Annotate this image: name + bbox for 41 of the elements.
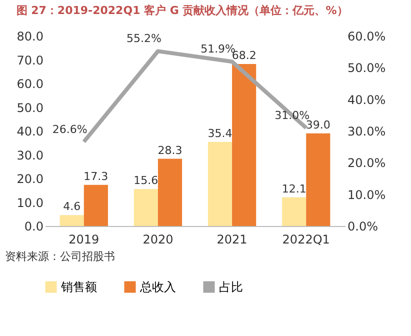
y-tick-label: 0.0 bbox=[24, 220, 44, 234]
data-label: 55.2% bbox=[126, 32, 162, 46]
y2-tick-label: 20.0% bbox=[348, 156, 386, 170]
y-tick-label: 40.0 bbox=[16, 124, 44, 138]
x-tick-label: 2020 bbox=[142, 232, 174, 246]
y-tick-label: 10.0 bbox=[16, 196, 44, 210]
bar bbox=[134, 188, 158, 226]
data-label: 12.1 bbox=[282, 182, 306, 196]
data-label: 15.6 bbox=[134, 174, 158, 187]
y-tick-label: 50.0 bbox=[16, 100, 44, 115]
y2-tick-label: 60.0% bbox=[348, 30, 386, 44]
x-tick-label: 2021 bbox=[216, 232, 248, 246]
bar bbox=[60, 215, 84, 226]
bar bbox=[208, 142, 232, 226]
y2-tick-label: 50.0% bbox=[348, 61, 386, 76]
legend-label: 占比 bbox=[219, 280, 243, 294]
data-label: 35.4 bbox=[208, 126, 232, 140]
y-tick-label: 30.0 bbox=[16, 148, 44, 162]
x-tick-label: 2022Q1 bbox=[282, 232, 330, 246]
data-label: 4.6 bbox=[63, 200, 81, 214]
legend-label: 总收入 bbox=[139, 280, 176, 294]
y-tick-label: 20.0 bbox=[16, 172, 44, 186]
y2-tick-label: 40.0% bbox=[348, 92, 386, 107]
data-label: 26.6% bbox=[52, 122, 88, 136]
y2-tick-label: 0.0% bbox=[348, 220, 378, 234]
x-tick-label: 2019 bbox=[68, 232, 100, 246]
bar bbox=[84, 184, 108, 226]
y2-tick-label: 10.0% bbox=[348, 188, 386, 202]
y-tick-label: 60.0 bbox=[16, 77, 44, 91]
data-label: 17.3 bbox=[84, 170, 108, 183]
y2-tick-label: 30.0% bbox=[348, 124, 386, 138]
data-label: 28.3 bbox=[158, 144, 182, 157]
text: 资料来源：公司招股书 bbox=[5, 250, 115, 263]
bar bbox=[306, 133, 330, 226]
legend-label: 销售额 bbox=[60, 280, 97, 294]
chart-title: 图 27：2019-2022Q1 客户 G 贡献收入情况（单位：亿元、%） bbox=[16, 4, 348, 17]
bar bbox=[232, 64, 256, 226]
y-tick-label: 70.0 bbox=[16, 53, 44, 68]
bar bbox=[282, 197, 306, 226]
bar bbox=[158, 158, 182, 226]
y-tick-label: 80.0 bbox=[16, 30, 44, 44]
